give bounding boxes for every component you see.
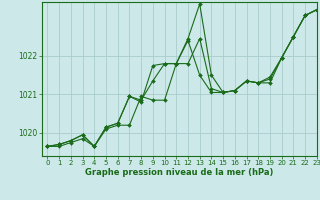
- X-axis label: Graphe pression niveau de la mer (hPa): Graphe pression niveau de la mer (hPa): [85, 168, 273, 177]
